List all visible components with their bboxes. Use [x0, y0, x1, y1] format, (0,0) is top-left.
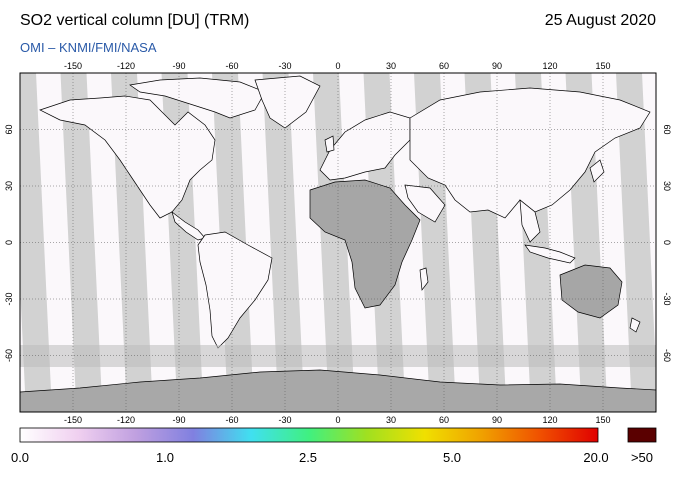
map-date: 25 August 2020 [544, 12, 656, 29]
left-latitude-tick: 30 [4, 181, 14, 191]
bottom-longitude-tick: -120 [117, 415, 135, 425]
graticule [20, 73, 656, 412]
bottom-longitude-tick: 60 [439, 415, 449, 425]
madagascar [419, 267, 429, 291]
colorbar-label-1: 1.0 [155, 450, 175, 465]
bottom-longitude-tick: 90 [492, 415, 502, 425]
swath-gap [262, 73, 305, 412]
south-america [197, 231, 273, 349]
japan [589, 159, 605, 183]
left-latitude-tick: -60 [4, 349, 14, 362]
map-frame [19, 72, 657, 413]
colorbar-label-3: 5.0 [442, 450, 462, 465]
right-latitude-tick: 60 [662, 124, 672, 134]
left-latitude-tick: 60 [4, 124, 14, 134]
top-longitude-tick: 120 [542, 61, 557, 71]
top-longitude-tick: -90 [172, 61, 185, 71]
map-title: SO2 vertical column [DU] (TRM) [20, 12, 250, 29]
right-latitude-tick: 30 [662, 181, 672, 191]
bottom-longitude-tick: -150 [64, 415, 82, 425]
top-longitude-tick: 90 [492, 61, 502, 71]
top-longitude-tick: -150 [64, 61, 82, 71]
top-longitude-tick: 0 [335, 61, 340, 71]
greenland [254, 75, 321, 129]
indochina [519, 199, 541, 243]
right-latitude-tick: 0 [662, 240, 672, 245]
bottom-longitude-tick: 30 [386, 415, 396, 425]
bottom-longitude-tick: -90 [172, 415, 185, 425]
arabian-peninsula [404, 184, 446, 223]
right-latitude-tick: -60 [662, 349, 672, 362]
australia [559, 264, 623, 319]
new-zealand [629, 317, 641, 333]
canadian-arctic [129, 77, 266, 119]
colorbar-overflow-label: >50 [630, 450, 654, 465]
land-masses [39, 75, 651, 349]
british-isles [324, 135, 335, 153]
right-latitude-tick: -30 [662, 292, 672, 305]
bottom-longitude-tick: 0 [335, 415, 340, 425]
top-longitude-tick: -30 [278, 61, 291, 71]
swath-gap [313, 73, 355, 412]
bottom-longitude-tick: -30 [278, 415, 291, 425]
colorbar-overflow-swatch [627, 427, 657, 443]
data-credit: OMI – KNMI/FMI/NASA [20, 40, 157, 55]
left-latitude-tick: 0 [4, 240, 14, 245]
left-latitude-tick: -30 [4, 292, 14, 305]
central-america [171, 211, 206, 241]
bottom-longitude-tick: 120 [542, 415, 557, 425]
africa [309, 179, 421, 309]
bottom-longitude-tick: 150 [595, 415, 610, 425]
colorbar-label-2: 2.5 [298, 450, 318, 465]
north-america [39, 95, 216, 219]
top-longitude-tick: 150 [595, 61, 610, 71]
colorbar-label-4: 20.0 [583, 450, 609, 465]
top-longitude-tick: -120 [117, 61, 135, 71]
bottom-longitude-tick: -60 [225, 415, 238, 425]
colorbar-label-0: 0.0 [10, 450, 30, 465]
top-longitude-tick: 30 [386, 61, 396, 71]
swath-gap [60, 73, 103, 412]
asia [409, 87, 651, 219]
top-longitude-tick: -60 [225, 61, 238, 71]
colorbar [19, 427, 599, 443]
swath-gap [616, 73, 656, 412]
top-longitude-tick: 60 [439, 61, 449, 71]
